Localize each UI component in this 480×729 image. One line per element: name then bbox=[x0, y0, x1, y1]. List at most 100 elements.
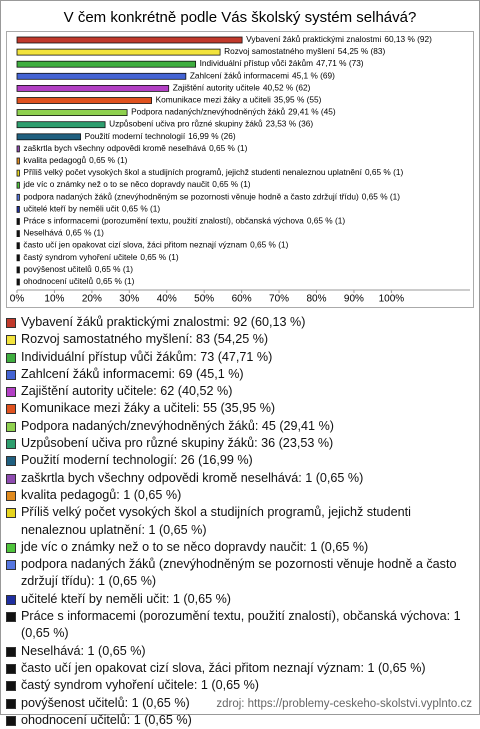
legend-swatch bbox=[6, 369, 16, 380]
legend-swatch bbox=[6, 352, 16, 363]
bar-value-label: 0,65 % (1) bbox=[209, 143, 248, 153]
bar-label: Vybavení žáků praktickými znalostmi 60,13… bbox=[246, 34, 432, 44]
bar bbox=[16, 121, 106, 129]
bar-category: učitelé kteří by neměli učit bbox=[23, 204, 119, 214]
legend-label: Rozvoj samostatného myšlení: 83 (54,25 %… bbox=[21, 332, 269, 347]
legend-item: ohodnocení učitelů: 1 (0,65 %) bbox=[6, 712, 474, 729]
bar-label: často učí jen opakovat cizí slova, žáci … bbox=[23, 240, 288, 250]
bar-category: ohodnocení učitelů bbox=[23, 276, 93, 286]
bar bbox=[16, 97, 152, 104]
bar-value-label: 60,13 % (92) bbox=[384, 34, 432, 44]
bar-label: Rozvoj samostatného myšlení 54,25 % (83) bbox=[224, 46, 385, 56]
bar-value-label: 0,65 % (1) bbox=[250, 240, 289, 250]
x-tick-label: 50% bbox=[194, 294, 214, 305]
bar-label: Zajištění autority učitele 40,52 % (62) bbox=[173, 83, 311, 93]
legend-label: učitelé kteří by neměli učit: 1 (0,65 %) bbox=[21, 591, 231, 606]
legend-item: jde víc o známky než o to se něco doprav… bbox=[6, 539, 474, 556]
bar-label: Neselhává 0,65 % (1) bbox=[23, 228, 104, 238]
bar-value-label: 0,65 % (1) bbox=[140, 252, 179, 262]
bar bbox=[16, 145, 20, 153]
x-tick-label: 60% bbox=[232, 294, 252, 305]
legend-item: Zahlcení žáků informacemi: 69 (45,1 %) bbox=[6, 366, 474, 383]
bar-value-label: 0,65 % (1) bbox=[365, 167, 404, 177]
legend-swatch bbox=[6, 612, 16, 623]
bar bbox=[16, 181, 20, 189]
bar-value-label: 0,65 % (1) bbox=[362, 191, 401, 201]
source: zdroj: https://problemy-ceskeho-skolstvi… bbox=[216, 698, 472, 710]
bar-category: Příliš velký počet vysokých škol a studi… bbox=[23, 167, 362, 177]
bar-value-label: 0,65 % (1) bbox=[95, 264, 134, 274]
legend-swatch bbox=[6, 387, 16, 398]
bar bbox=[16, 109, 128, 116]
bar-category: Uzpůsobení učiva pro různé skupiny žáků bbox=[109, 119, 263, 129]
bar-label: učitelé kteří by neměli učit 0,65 % (1) bbox=[23, 204, 160, 214]
legend-item: Zajištění autority učitele: 62 (40,52 %) bbox=[6, 383, 474, 400]
legend-item: Vybavení žáků praktickými znalostmi: 92 … bbox=[6, 314, 474, 331]
x-tick-label: 80% bbox=[306, 294, 326, 305]
legend-item: Podpora nadaných/znevýhodněných žáků: 45… bbox=[6, 418, 474, 435]
bar-category: podpora nadaných žáků (znevýhodněným se … bbox=[23, 191, 359, 201]
bar bbox=[16, 60, 197, 68]
legend-item: Uzpůsobení učiva pro různé skupiny žáků:… bbox=[6, 435, 474, 452]
legend-swatch bbox=[6, 490, 16, 501]
bar-category: Rozvoj samostatného myšlení bbox=[224, 46, 335, 56]
bar-category: Zahlcení žáků informacemi bbox=[190, 70, 289, 80]
legend-label: ohodnocení učitelů: 1 (0,65 %) bbox=[21, 712, 192, 727]
legend-label: Zajištění autority učitele: 62 (40,52 %) bbox=[21, 384, 233, 399]
legend-swatch bbox=[6, 404, 16, 415]
legend-swatch bbox=[6, 421, 16, 432]
bar bbox=[16, 205, 20, 213]
bar bbox=[16, 230, 20, 238]
bar-label: Komunikace mezi žáky a učiteli 35,95 % (5… bbox=[156, 95, 322, 105]
legend-label: častý syndrom vyhoření učitele: 1 (0,65 … bbox=[21, 678, 259, 693]
bar-value-label: 23,53 % (36) bbox=[266, 119, 314, 129]
bar-value-label: 16,99 % (26) bbox=[188, 131, 236, 141]
legend-swatch bbox=[6, 715, 16, 726]
legend-swatch bbox=[6, 439, 16, 450]
legend-swatch bbox=[6, 594, 16, 605]
bar bbox=[16, 72, 187, 80]
bar bbox=[16, 48, 221, 56]
bar-value-label: 0,65 % (1) bbox=[122, 204, 161, 214]
bar-category: povýšenost učitelů bbox=[23, 264, 92, 274]
bar-category: Práce s informacemi (porozumění textu, p… bbox=[23, 216, 304, 226]
bar bbox=[16, 242, 20, 250]
bar bbox=[16, 218, 20, 225]
bar-label: Zahlcení žáků informacemi 45,1 % (69) bbox=[190, 70, 335, 80]
x-tick-label: 40% bbox=[157, 294, 177, 305]
legend-label: jde víc o známky než o to se něco doprav… bbox=[21, 539, 369, 554]
legend-swatch bbox=[6, 646, 16, 657]
x-tick-label: 90% bbox=[344, 294, 364, 305]
bar bbox=[16, 169, 20, 177]
legend-swatch bbox=[6, 473, 16, 484]
legend-item: podpora nadaných žáků (znevýhodněným se … bbox=[6, 556, 474, 591]
bar bbox=[16, 85, 170, 92]
bar-label: Práce s informacemi (porozumění textu, p… bbox=[23, 216, 345, 226]
bar-value-label: 40,52 % (62) bbox=[263, 83, 311, 93]
bar-label: Podpora nadaných/znevýhodněných žáků 29,4… bbox=[131, 107, 336, 117]
legend-item: často učí jen opakovat cizí slova, žáci … bbox=[6, 660, 474, 677]
bar-category: Podpora nadaných/znevýhodněných žáků bbox=[131, 107, 285, 117]
bar-value-label: 0,65 % (1) bbox=[212, 179, 251, 189]
bar-label: Použití moderní technologií 16,99 % (26) bbox=[85, 131, 236, 141]
bar-category: Neselhává bbox=[23, 228, 63, 238]
legend: Vybavení žáků praktickými znalostmi: 92 … bbox=[6, 314, 474, 729]
legend-label: Použití moderní technologií: 26 (16,99 %… bbox=[21, 453, 253, 468]
bar-category: Vybavení žáků praktickými znalostmi bbox=[246, 34, 381, 44]
bar-value-label: 54,25 % (83) bbox=[338, 46, 386, 56]
legend-swatch bbox=[6, 318, 16, 328]
bar-label: častý syndrom vyhoření učitele 0,65 % (1) bbox=[23, 252, 178, 262]
legend-label: Individuální přístup vůči žákům: 73 (47,… bbox=[21, 349, 273, 364]
x-tick-label: 0% bbox=[10, 294, 25, 305]
legend-label: Vybavení žáků praktickými znalostmi: 92 … bbox=[21, 315, 306, 329]
legend-item: Příliš velký počet vysokých škol a studi… bbox=[6, 504, 474, 539]
bar bbox=[16, 254, 20, 262]
legend-item: zaškrtla bych všechny odpovědi kromě nes… bbox=[6, 470, 474, 487]
legend-swatch bbox=[6, 508, 16, 519]
legend-item: povýšenost učitelů: 1 (0,65 %) bbox=[6, 695, 474, 712]
bar-category: jde víc o známky než o to se něco doprav… bbox=[22, 179, 210, 189]
x-tick-label: 10% bbox=[44, 294, 64, 305]
legend-label: Neselhává: 1 (0,65 %) bbox=[21, 643, 146, 658]
legend-label: Uzpůsobení učiva pro různé skupiny žáků:… bbox=[21, 436, 334, 451]
